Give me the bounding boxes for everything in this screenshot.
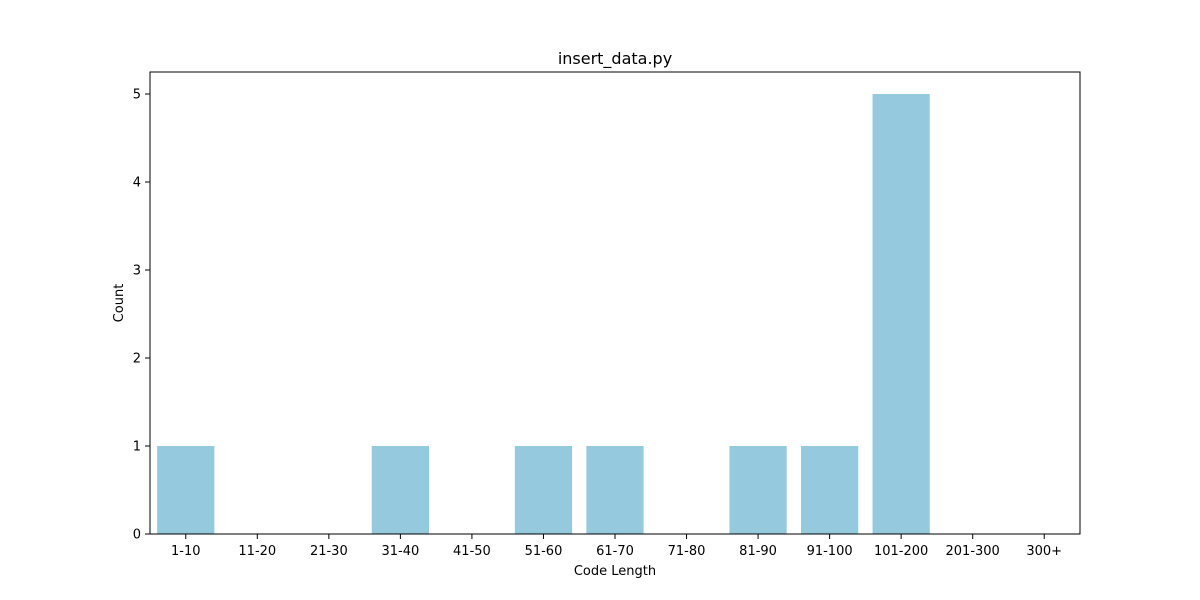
x-tick-label: 300+	[1026, 544, 1062, 559]
x-tick-label: 91-100	[807, 544, 853, 559]
x-tick-label: 41-50	[453, 544, 491, 559]
y-tick-label: 1	[133, 440, 141, 455]
y-tick-label: 2	[133, 352, 141, 367]
x-tick-label: 101-200	[874, 544, 928, 559]
bar-91-100	[801, 446, 859, 534]
bar-101-200	[872, 94, 930, 534]
chart-title: insert_data.py	[558, 49, 672, 69]
y-axis-ticks: 0 1 2 3 4 5	[133, 88, 150, 543]
y-tick-label: 4	[133, 176, 141, 191]
plot-frame	[149, 71, 1081, 535]
y-tick-label: 0	[133, 528, 141, 543]
bar-61-70	[586, 446, 644, 534]
y-tick-label: 5	[133, 88, 141, 103]
bars-group	[157, 94, 930, 534]
x-tick-label: 201-300	[946, 544, 1000, 559]
y-axis-label: Count	[112, 284, 127, 323]
x-tick-label: 71-80	[668, 544, 706, 559]
bar-1-10	[157, 446, 215, 534]
x-tick-label: 81-90	[739, 544, 777, 559]
x-tick-label: 11-20	[238, 544, 276, 559]
x-tick-label: 21-30	[310, 544, 348, 559]
x-tick-label: 51-60	[525, 544, 563, 559]
x-tick-label: 1-10	[171, 544, 201, 559]
bar-51-60	[514, 446, 573, 534]
y-tick-label: 3	[133, 264, 141, 279]
x-axis-label: Code Length	[574, 564, 656, 579]
x-tick-label: 61-70	[596, 544, 634, 559]
x-tick-label: 31-40	[381, 544, 419, 559]
bar-31-40	[371, 446, 429, 534]
bar-81-90	[729, 446, 787, 534]
x-axis-ticks: 1-10 11-20 21-30 31-40 41-50 51-60 61-70 71-80 8…	[171, 534, 1062, 559]
